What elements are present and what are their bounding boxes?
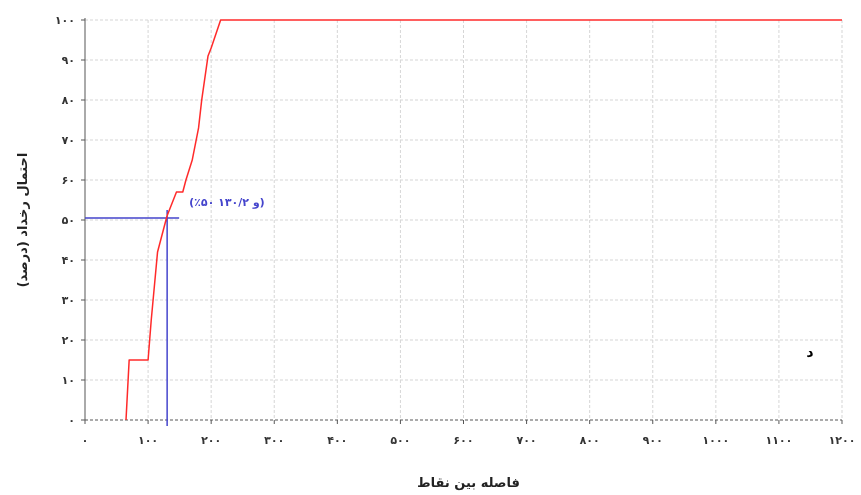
y-tick-label: ۷۰ bbox=[62, 134, 75, 147]
y-tick-label: ۸۰ bbox=[62, 94, 75, 107]
x-tick-label: ۰ bbox=[82, 434, 89, 447]
series-line bbox=[125, 19, 842, 421]
reference-lines bbox=[85, 210, 180, 426]
x-tick-label: ۸۰۰ bbox=[580, 434, 600, 447]
x-tick-label: ۱۱۰۰ bbox=[765, 434, 792, 447]
x-tick-label: ۲۰۰ bbox=[201, 434, 221, 447]
x-tick-label: ۴۰۰ bbox=[327, 434, 347, 447]
x-tick-label: ۱۰۰۰ bbox=[702, 434, 729, 447]
x-tick-label: ۹۰۰ bbox=[643, 434, 663, 447]
y-tick-label: ۱۰ bbox=[62, 374, 75, 387]
y-tick-label: ۰ bbox=[68, 414, 75, 427]
x-tick-label: ۶۰۰ bbox=[453, 434, 473, 447]
x-tick-label: ۳۰۰ bbox=[264, 434, 284, 447]
x-axis-title: فاصله بین نقاط bbox=[417, 476, 520, 491]
y-tick-label: ۵۰ bbox=[62, 214, 75, 227]
y-tick-label: ۶۰ bbox=[62, 174, 75, 187]
y-tick-label: ۲۰ bbox=[62, 334, 75, 347]
y-axis-title: احتمال رخداد (درصد) bbox=[16, 153, 31, 288]
panel-label: د bbox=[806, 345, 813, 361]
reference-point-label: (٪۵۰ و ۱۳۰/۲) bbox=[189, 196, 265, 209]
labels: ۰ ۱۰۰ ۲۰۰ ۳۰۰ ۴۰۰ ۵۰۰ ۶۰۰ ۷۰۰ ۸۰۰ ۹۰۰ ۱۰۰۰ ۱۱۰۰ ۱۲۰۰… bbox=[16, 14, 855, 491]
grid bbox=[85, 19, 843, 420]
x-tick-label: ۷۰۰ bbox=[517, 434, 537, 447]
y-tick-label: ۴۰ bbox=[62, 254, 75, 267]
x-tick-label: ۱۲۰۰ bbox=[829, 434, 856, 447]
axes bbox=[81, 18, 843, 424]
y-tick-label: ۱۰۰ bbox=[55, 14, 75, 27]
x-tick-label: ۵۰۰ bbox=[390, 434, 410, 447]
y-tick-label: ۹۰ bbox=[62, 54, 75, 67]
series-layer bbox=[125, 19, 842, 421]
y-tick-label: ۳۰ bbox=[62, 294, 75, 307]
x-tick-label: ۱۰۰ bbox=[138, 434, 158, 447]
